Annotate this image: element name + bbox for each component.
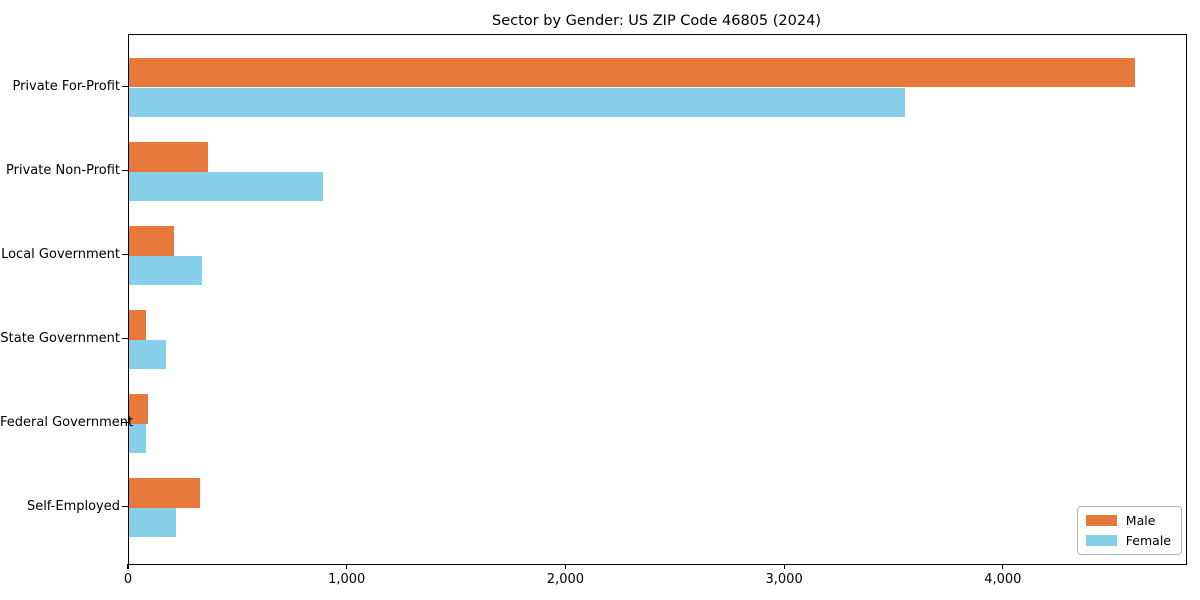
x-tick-label-2: 2,000 <box>546 572 585 587</box>
legend-label-male: Male <box>1125 513 1156 528</box>
bar-female-3 <box>129 339 167 370</box>
bar-female-0 <box>129 87 906 117</box>
bar-female-5 <box>129 507 177 538</box>
legend: Male Female <box>1076 506 1182 555</box>
legend-entry-male: Male <box>1085 513 1171 528</box>
x-tick-label-3: 3,000 <box>765 572 803 587</box>
x-tick-mark <box>1002 564 1004 569</box>
y-tick-label-0: Private For-Profit <box>12 78 120 94</box>
y-tick-mark <box>122 338 128 340</box>
x-tick-mark <box>346 564 348 569</box>
y-tick-mark <box>122 422 128 424</box>
y-tick-mark <box>122 169 128 172</box>
bar-male-3 <box>129 310 147 340</box>
x-tick-label-1: 1,000 <box>328 572 366 587</box>
chart-title: Sector by Gender: US ZIP Code 46805 (202… <box>492 13 821 29</box>
y-tick-label-4: Federal Government <box>0 414 134 430</box>
bar-male-0 <box>129 58 1136 88</box>
y-tick-mark <box>122 254 128 256</box>
y-tick-label-5: Self-Employed <box>26 498 120 514</box>
bar-female-2 <box>129 255 203 285</box>
x-tick-label-0: 0 <box>123 572 133 587</box>
bar-male-2 <box>129 226 174 256</box>
bar-female-1 <box>129 171 323 201</box>
plot-inner: Male Female <box>129 35 1186 564</box>
legend-swatch-male <box>1085 515 1117 526</box>
x-tick-mark <box>783 564 785 569</box>
y-tick-label-3: State Government <box>0 330 120 346</box>
bar-female-4 <box>129 423 147 454</box>
x-tick-label-4: 4,000 <box>984 572 1022 587</box>
bar-male-5 <box>129 478 201 508</box>
bar-male-1 <box>129 142 208 172</box>
y-tick-mark <box>122 506 128 508</box>
bar-male-4 <box>129 394 149 424</box>
x-tick-mark <box>564 564 566 569</box>
legend-swatch-female <box>1085 535 1117 546</box>
plot-area: Male Female <box>128 34 1187 565</box>
x-tick-mark <box>127 564 129 569</box>
y-tick-label-1: Private Non-Profit <box>6 162 120 178</box>
legend-label-female: Female <box>1125 533 1171 548</box>
legend-entry-female: Female <box>1085 533 1171 548</box>
y-tick-mark <box>122 85 128 88</box>
y-tick-label-2: Local Government <box>1 246 120 262</box>
